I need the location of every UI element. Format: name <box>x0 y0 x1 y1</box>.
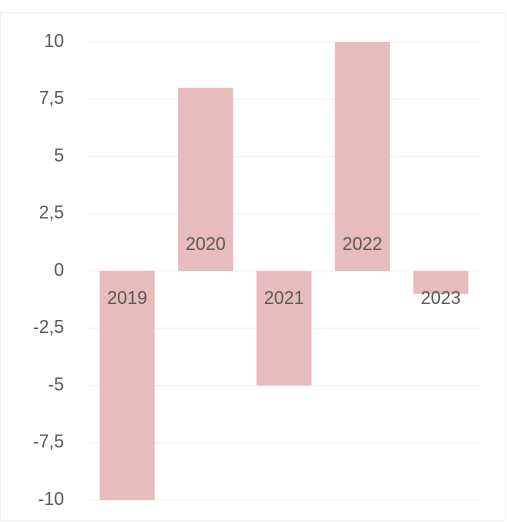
y-tick-label: 0 <box>54 260 64 280</box>
y-tick-label: 7,5 <box>39 88 64 108</box>
y-tick-label: 10 <box>44 31 64 51</box>
bar <box>178 87 234 271</box>
category-label: 2021 <box>264 288 304 308</box>
category-label: 2023 <box>421 288 461 308</box>
y-tick-label: 5 <box>54 145 64 165</box>
bar <box>334 42 390 271</box>
y-tick-label: -7,5 <box>33 432 64 452</box>
y-tick-label: -5 <box>48 374 64 394</box>
bar <box>413 271 469 294</box>
y-tick-label: -10 <box>38 489 64 509</box>
bar <box>256 271 312 386</box>
category-label: 2019 <box>107 288 147 308</box>
bar <box>99 271 155 500</box>
category-label: 2022 <box>342 234 382 254</box>
y-tick-label: -2,5 <box>33 317 64 337</box>
category-label: 2020 <box>186 234 226 254</box>
y-tick-label: 2,5 <box>39 203 64 223</box>
chart-border <box>0 12 506 521</box>
